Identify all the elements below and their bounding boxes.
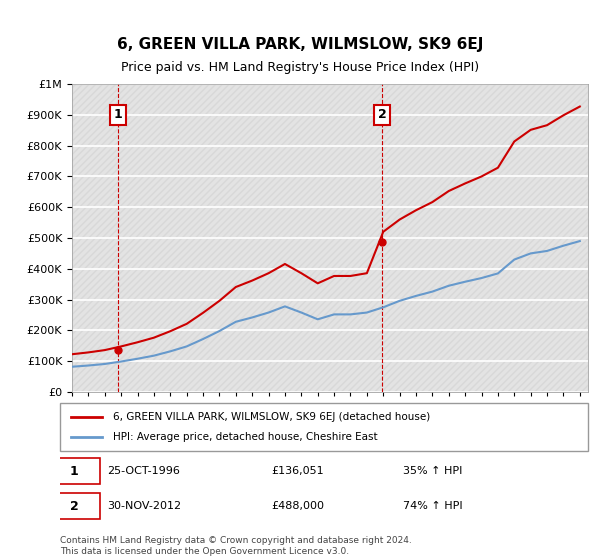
FancyBboxPatch shape: [49, 458, 100, 484]
Text: 30-NOV-2012: 30-NOV-2012: [107, 501, 182, 511]
FancyBboxPatch shape: [49, 493, 100, 519]
Text: £488,000: £488,000: [271, 501, 324, 511]
Text: 6, GREEN VILLA PARK, WILMSLOW, SK9 6EJ (detached house): 6, GREEN VILLA PARK, WILMSLOW, SK9 6EJ (…: [113, 412, 430, 422]
Text: 25-OCT-1996: 25-OCT-1996: [107, 466, 181, 476]
Text: 74% ↑ HPI: 74% ↑ HPI: [403, 501, 463, 511]
Text: 2: 2: [377, 108, 386, 122]
Text: £136,051: £136,051: [271, 466, 324, 476]
Text: 1: 1: [70, 465, 79, 478]
Text: 1: 1: [113, 108, 122, 122]
Text: HPI: Average price, detached house, Cheshire East: HPI: Average price, detached house, Ches…: [113, 432, 377, 442]
Text: Price paid vs. HM Land Registry's House Price Index (HPI): Price paid vs. HM Land Registry's House …: [121, 60, 479, 74]
Text: 6, GREEN VILLA PARK, WILMSLOW, SK9 6EJ: 6, GREEN VILLA PARK, WILMSLOW, SK9 6EJ: [117, 38, 483, 52]
Text: 2: 2: [70, 500, 79, 512]
Text: 35% ↑ HPI: 35% ↑ HPI: [403, 466, 463, 476]
Text: Contains HM Land Registry data © Crown copyright and database right 2024.
This d: Contains HM Land Registry data © Crown c…: [60, 536, 412, 556]
FancyBboxPatch shape: [60, 403, 588, 451]
